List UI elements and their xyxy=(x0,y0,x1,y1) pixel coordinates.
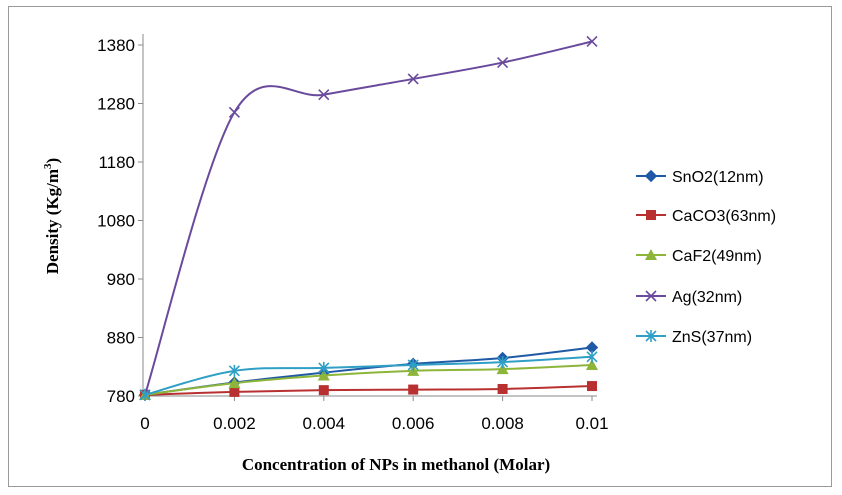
legend-item: Ag(32nm) xyxy=(636,289,742,306)
legend-item: CaCO3(63nm) xyxy=(636,208,776,225)
series-group xyxy=(138,35,599,402)
y-tick-label: 1280 xyxy=(97,95,135,114)
triangle-marker xyxy=(317,369,330,381)
y-tick-label: 780 xyxy=(107,387,135,406)
series-ag-32nm- xyxy=(139,35,598,401)
y-axis-title: Density (Kg/m3) xyxy=(42,158,62,274)
series-caf2-49nm- xyxy=(139,358,598,400)
triangle-marker xyxy=(586,358,598,370)
x-marker xyxy=(497,56,509,69)
y-tick-label: 1380 xyxy=(97,36,135,55)
x-marker xyxy=(586,35,598,48)
series-caco3-63nm- xyxy=(140,381,597,400)
y-tick-label: 1180 xyxy=(98,153,135,172)
x-tick-label: 0.004 xyxy=(303,414,346,433)
square-marker xyxy=(646,210,656,220)
square-marker xyxy=(408,384,419,395)
y-tick-label: 980 xyxy=(107,270,135,289)
series-line xyxy=(144,385,593,396)
y-axis-title-close: ) xyxy=(43,158,62,164)
legend-label: ZnS(37nm) xyxy=(672,329,752,346)
star-marker xyxy=(228,364,240,377)
triangle-marker xyxy=(228,377,241,389)
y-tick-label: 1080 xyxy=(97,212,135,231)
x-tick-label: 0.006 xyxy=(392,414,435,433)
triangle-marker xyxy=(645,249,657,260)
star-marker xyxy=(497,356,509,369)
legend-item: SnO2(12nm) xyxy=(636,169,764,186)
x-marker xyxy=(645,290,657,302)
x-marker xyxy=(318,89,330,101)
triangle-marker xyxy=(496,363,509,375)
x-marker xyxy=(228,106,240,118)
legend: SnO2(12nm) CaCO3(63nm) CaF2(49nm) Ag(32nm) Z… xyxy=(636,169,776,346)
square-marker xyxy=(229,386,240,397)
legend-label: Ag(32nm) xyxy=(672,289,742,306)
legend-item: ZnS(37nm) xyxy=(636,329,752,346)
y-tick-label: 880 xyxy=(107,329,135,348)
series-line xyxy=(144,40,593,396)
star-marker xyxy=(318,361,330,374)
series-sno2-12nm- xyxy=(138,341,599,402)
star-marker xyxy=(645,330,657,342)
square-marker xyxy=(497,383,508,394)
square-marker xyxy=(318,385,329,396)
legend-label: SnO2(12nm) xyxy=(672,169,764,186)
star-marker xyxy=(139,388,151,401)
x-tick-label: 0.002 xyxy=(213,414,256,433)
legend-item: CaF2(49nm) xyxy=(636,248,762,265)
diamond-marker xyxy=(644,169,658,183)
axes xyxy=(142,34,597,397)
legend-label: CaCO3(63nm) xyxy=(672,208,776,225)
star-marker xyxy=(407,358,419,371)
y-axis-title-main: Density (Kg/m xyxy=(43,169,62,274)
y-ticks: 780 880 980 1080 1180 1280 1380 xyxy=(97,36,143,406)
x-marker xyxy=(407,73,419,85)
chart-frame xyxy=(8,6,832,487)
x-tick-label: 0.01 xyxy=(575,414,608,433)
star-marker xyxy=(586,350,598,363)
series-zns-37nm- xyxy=(139,350,598,401)
x-tick-label: 0.008 xyxy=(481,414,524,433)
y-axis-title-sup: 3 xyxy=(42,163,54,169)
square-marker xyxy=(587,381,597,392)
x-axis-title: Concentration of NPs in methanol (Molar) xyxy=(242,455,550,474)
legend-label: CaF2(49nm) xyxy=(672,248,762,265)
series-line xyxy=(144,355,593,396)
x-ticks: 0 0.002 0.004 0.006 0.008 0.01 xyxy=(140,396,609,433)
x-tick-label: 0 xyxy=(140,414,149,433)
series-line xyxy=(144,363,593,396)
